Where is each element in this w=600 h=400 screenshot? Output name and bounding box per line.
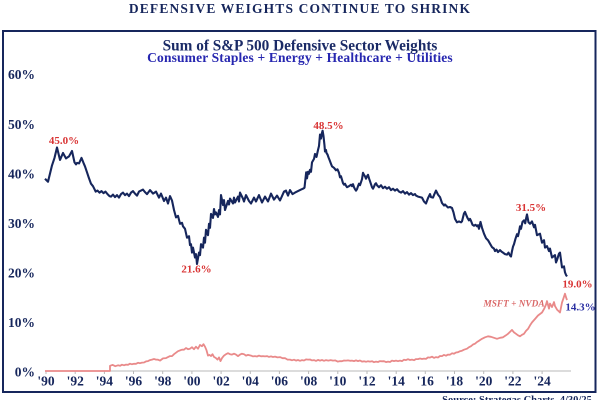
svg-text:40%: 40% xyxy=(8,166,35,181)
svg-text:Sum of S&P 500 Defensive Secto: Sum of S&P 500 Defensive Sector Weights xyxy=(163,38,438,55)
svg-text:'02: '02 xyxy=(212,374,230,389)
svg-text:20%: 20% xyxy=(8,265,35,280)
svg-text:30%: 30% xyxy=(8,216,35,231)
svg-text:14.3%: 14.3% xyxy=(565,302,595,314)
svg-text:DEFENSIVE WEIGHTS CONTINUE TO: DEFENSIVE WEIGHTS CONTINUE TO SHRINK xyxy=(129,1,471,16)
svg-text:'90: '90 xyxy=(37,374,55,389)
svg-text:48.5%: 48.5% xyxy=(313,120,343,132)
svg-text:'08: '08 xyxy=(300,374,318,389)
svg-text:'98: '98 xyxy=(154,374,172,389)
svg-text:60%: 60% xyxy=(8,67,35,82)
svg-text:'20: '20 xyxy=(475,374,493,389)
svg-text:50%: 50% xyxy=(8,117,35,132)
svg-text:'14: '14 xyxy=(388,374,406,389)
svg-text:31.5%: 31.5% xyxy=(516,202,546,214)
svg-text:21.6%: 21.6% xyxy=(181,264,211,276)
svg-text:'92: '92 xyxy=(67,374,85,389)
svg-text:'10: '10 xyxy=(329,374,347,389)
svg-text:'16: '16 xyxy=(417,374,435,389)
svg-text:45.0%: 45.0% xyxy=(49,135,79,147)
svg-text:19.0%: 19.0% xyxy=(562,279,592,291)
svg-text:Consumer Staples + Energy + He: Consumer Staples + Energy + Healthcare +… xyxy=(147,50,453,65)
svg-text:'12: '12 xyxy=(358,374,376,389)
svg-text:MSFT + NVDA: MSFT + NVDA xyxy=(482,300,544,310)
svg-text:'18: '18 xyxy=(446,374,464,389)
svg-text:'22: '22 xyxy=(504,374,522,389)
svg-text:'94: '94 xyxy=(96,374,114,389)
svg-text:0%: 0% xyxy=(15,365,35,380)
svg-text:'96: '96 xyxy=(125,374,143,389)
svg-text:'04: '04 xyxy=(242,374,260,389)
svg-text:Source: Strategas Charts, 4/30: Source: Strategas Charts, 4/30/25 xyxy=(442,395,592,400)
svg-text:10%: 10% xyxy=(8,315,35,330)
svg-text:'00: '00 xyxy=(183,374,201,389)
svg-text:'06: '06 xyxy=(271,374,289,389)
svg-text:'24: '24 xyxy=(533,374,551,389)
